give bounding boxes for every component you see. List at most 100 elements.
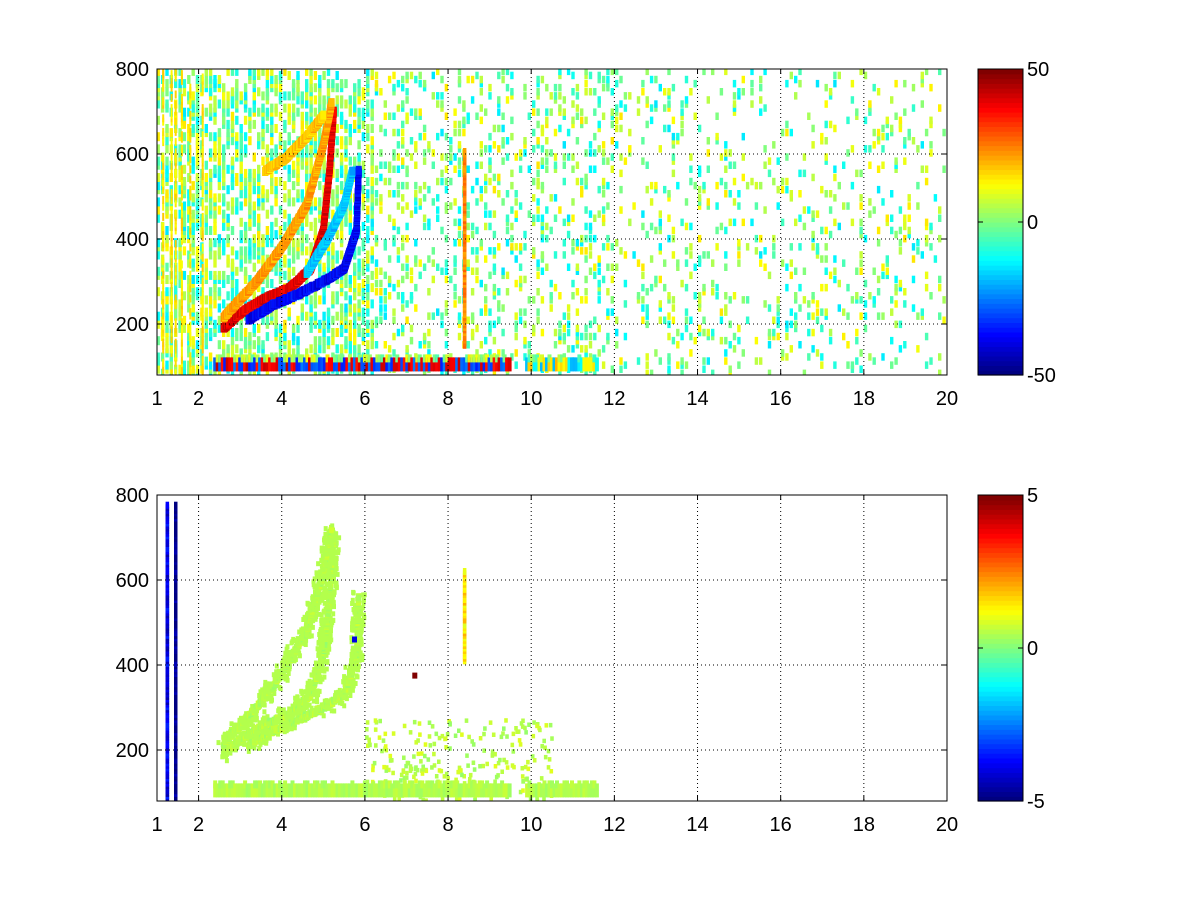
heatmap-cell: [191, 364, 195, 374]
heatmap-cell: [213, 270, 217, 280]
heatmap-cell: [619, 185, 623, 194]
heatmap-cell: [287, 115, 291, 125]
heatmap-cell: [584, 116, 588, 125]
heatmap-cell: [274, 124, 278, 133]
heatmap-cell: [189, 260, 192, 269]
heatmap-cell: [187, 323, 191, 333]
heatmap-cell: [208, 328, 213, 337]
heatmap-cell: [287, 213, 291, 223]
heatmap-cell: [623, 332, 628, 341]
heatmap-cell: [501, 328, 505, 337]
heatmap-cell: [855, 108, 859, 116]
heatmap-cell: [938, 214, 942, 222]
heatmap-cell: [160, 87, 165, 97]
heatmap-cell: [444, 328, 449, 337]
heatmap-cell: [580, 177, 584, 186]
heatmap-cell: [863, 145, 868, 153]
heatmap-cell: [728, 320, 732, 329]
heatmap-cell: [265, 69, 270, 76]
heatmap-cell: [689, 165, 693, 173]
heatmap-cell: [370, 124, 374, 133]
heatmap-cell: [667, 292, 671, 300]
heatmap-cell: [497, 190, 501, 198]
heatmap-cell: [545, 234, 549, 243]
heatmap-cell: [676, 181, 680, 190]
heatmap-cell: [418, 108, 422, 116]
heatmap-cell: [492, 267, 497, 275]
heatmap-cell: [933, 194, 938, 202]
heatmap-cell: [562, 324, 566, 333]
heatmap-cell: [732, 92, 737, 100]
heatmap-cell: [663, 283, 667, 292]
heatmap-cell: [697, 124, 702, 133]
heatmap-cell: [741, 296, 745, 304]
heatmap-cell: [501, 304, 505, 312]
heatmap-cell: [453, 292, 457, 300]
heatmap-cell: [180, 260, 183, 269]
heatmap-cell: [732, 161, 737, 169]
heatmap-cell: [466, 263, 470, 271]
heatmap-cell: [890, 296, 894, 304]
heatmap-cell: [243, 189, 248, 199]
heatmap-cell: [453, 259, 457, 267]
heatmap-cell: [606, 332, 610, 341]
heatmap-cell: [724, 141, 728, 149]
heatmap-cell: [300, 148, 304, 158]
heatmap-cell: [418, 79, 422, 88]
heatmap-cell: [811, 328, 815, 337]
heatmap-cell: [676, 137, 680, 145]
heatmap-cell: [335, 250, 339, 260]
heatmap-cell: [881, 145, 885, 153]
heatmap-cell: [396, 165, 401, 173]
heatmap-cell: [553, 83, 558, 92]
heatmap-cell: [737, 92, 741, 100]
heatmap-cell: [894, 165, 898, 173]
heatmap-cell: [318, 368, 322, 375]
heatmap-cell: [715, 137, 719, 145]
heatmap-cell: [706, 165, 710, 173]
heatmap-cell: [553, 165, 558, 173]
heatmap-cell: [322, 311, 326, 321]
heatmap-cell: [361, 185, 366, 195]
heatmap-cell: [497, 71, 501, 80]
heatmap-cell: [667, 312, 671, 320]
heatmap-cell: [357, 95, 361, 105]
heatmap-cell: [270, 124, 274, 133]
heatmap-cell: [872, 300, 876, 308]
heatmap-cell: [287, 197, 291, 207]
heatmap-cell: [898, 120, 903, 129]
heatmap-cell: [213, 291, 217, 301]
heatmap-cell: [601, 275, 606, 284]
heatmap-cell: [824, 157, 828, 165]
heatmap-cell: [344, 79, 348, 89]
heatmap-cell: [187, 91, 191, 101]
heatmap-cell: [645, 312, 649, 320]
heatmap-cell: [392, 222, 396, 231]
heatmap-cell: [162, 80, 165, 89]
heatmap-cell: [453, 165, 457, 173]
heatmap-cell: [387, 279, 392, 288]
heatmap-cell: [157, 173, 160, 182]
heatmap-cells: [157, 69, 946, 375]
heatmap-cell: [562, 112, 566, 120]
heatmap-cell: [170, 257, 173, 266]
heatmap-cell: [405, 165, 409, 173]
heatmap-cell: [588, 88, 593, 96]
heatmap-cell: [484, 173, 488, 182]
heatmap-cell: [392, 88, 396, 96]
heatmap-cell: [536, 161, 540, 169]
heatmap-cell: [601, 218, 606, 227]
heatmap-cell: [180, 165, 183, 174]
heatmap-cell: [182, 315, 187, 325]
heatmap-cell: [645, 353, 649, 361]
heatmap-cell: [348, 368, 352, 375]
heatmap-cell: [436, 132, 440, 141]
heatmap-cell: [313, 83, 318, 93]
heatmap-cell: [331, 197, 335, 207]
heatmap-cell: [789, 308, 793, 316]
heatmap-cell: [658, 222, 662, 231]
heatmap-cell: [178, 299, 182, 309]
heatmap-cell: [663, 259, 667, 267]
heatmap-cell: [575, 239, 580, 247]
heatmap-cell: [815, 308, 820, 316]
